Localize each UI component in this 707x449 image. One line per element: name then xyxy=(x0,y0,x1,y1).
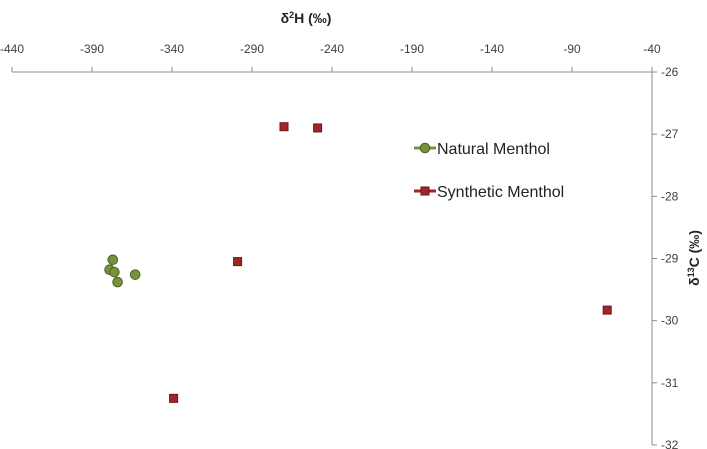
x-tick-group: -440 -390 -340 -290 -240 -190 -140 -90 -40 xyxy=(0,42,661,72)
natural-menthol-point xyxy=(112,276,123,288)
x-tick-label: -140 xyxy=(480,42,504,56)
natural-menthol-point xyxy=(129,269,141,280)
synthetic-menthol-point xyxy=(279,122,289,132)
y-tick-label: -27 xyxy=(661,127,679,141)
natural-menthol-legend-marker xyxy=(419,142,431,154)
natural-menthol-point xyxy=(109,266,120,278)
legend: Natural Menthol Synthetic Menthol xyxy=(414,141,564,201)
y-axis-title: δ13C (‰) xyxy=(686,230,702,286)
synthetic-menthol-point xyxy=(169,393,179,403)
y-tick-label: -26 xyxy=(661,65,679,79)
x-tick-label: -290 xyxy=(240,42,264,56)
x-axis-title: δ2H (‰) xyxy=(281,10,332,26)
x-tick-label: -390 xyxy=(80,42,104,56)
y-tick-label: -31 xyxy=(661,376,679,390)
x-tick-label: -340 xyxy=(160,42,184,56)
natural-menthol-legend-label: Natural Menthol xyxy=(437,141,550,158)
y-tick-label: -32 xyxy=(661,438,679,449)
synthetic-menthol-legend-marker xyxy=(420,186,430,196)
y-tick-group: -26 -27 -28 -29 -30 -31 -32 xyxy=(652,65,679,449)
x-tick-label: -40 xyxy=(643,42,661,56)
data-points xyxy=(104,122,612,403)
x-tick-label: -90 xyxy=(563,42,581,56)
synthetic-menthol-point xyxy=(233,257,243,267)
y-axis: -26 -27 -28 -29 -30 -31 -32 δ13C (‰) xyxy=(651,65,702,449)
y-tick-label: -28 xyxy=(661,189,679,203)
synthetic-menthol-legend-label: Synthetic Menthol xyxy=(437,184,564,201)
y-tick-label: -30 xyxy=(661,314,679,328)
synthetic-menthol-point xyxy=(313,123,323,133)
y-tick-label: -29 xyxy=(661,252,679,266)
natural-menthol-point xyxy=(107,254,119,266)
x-axis: -440 -390 -340 -290 -240 -190 -140 -90 -40 δ2H (… xyxy=(0,10,661,73)
synthetic-menthol-point xyxy=(602,305,612,315)
x-tick-label: -190 xyxy=(400,42,424,56)
x-tick-label: -440 xyxy=(0,42,24,56)
x-tick-label: -240 xyxy=(320,42,344,56)
